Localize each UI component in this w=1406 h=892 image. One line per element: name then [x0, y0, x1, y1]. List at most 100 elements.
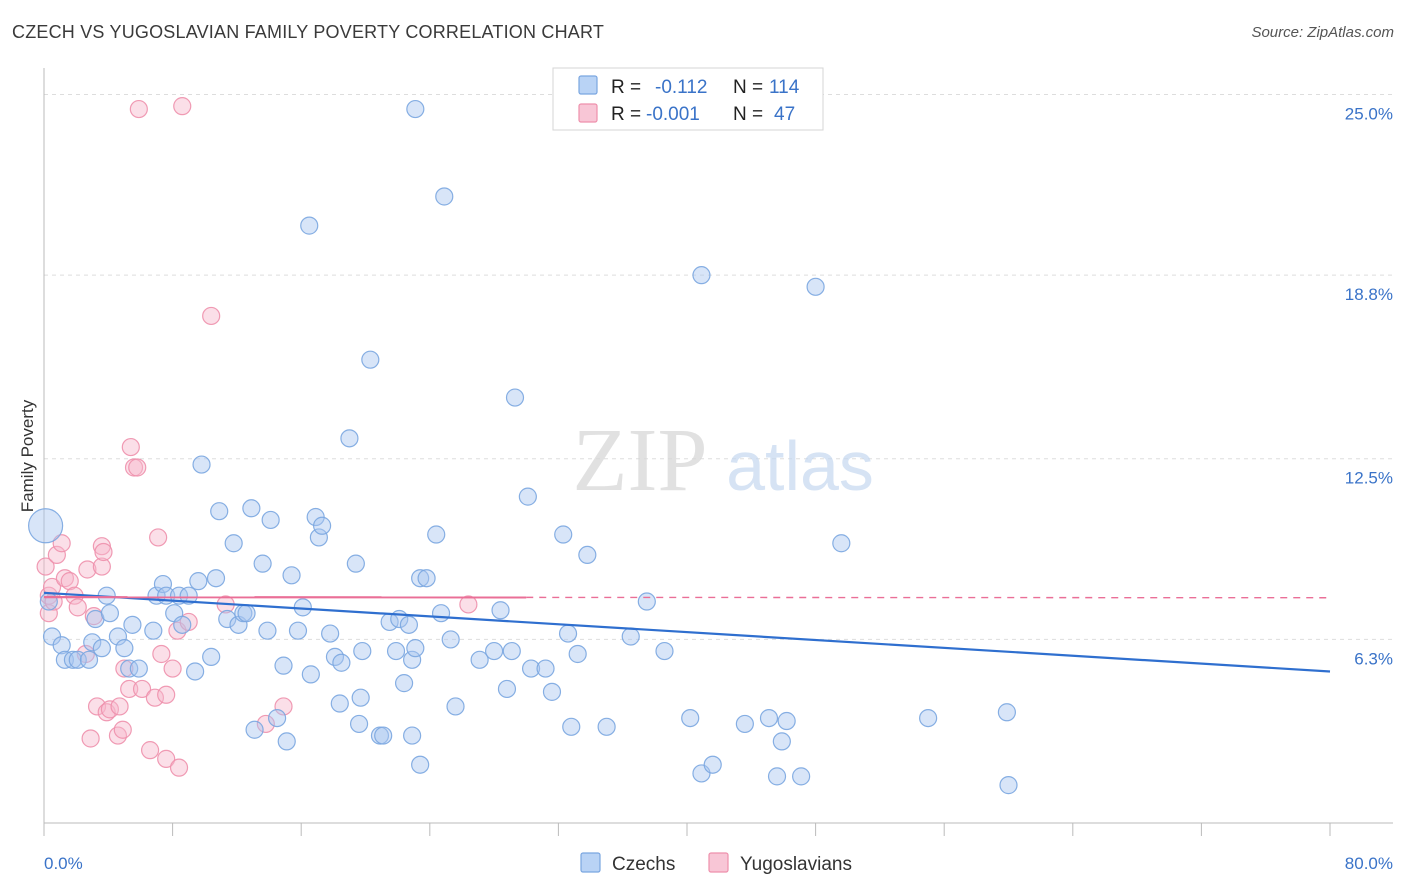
czech-point [772, 732, 791, 751]
czech-point [411, 569, 430, 588]
yugoslavian-point [173, 97, 192, 116]
czech-point [340, 429, 359, 448]
legend-label-czechs: Czechs [612, 854, 675, 875]
czech-point [63, 650, 83, 669]
czech-point [521, 659, 541, 678]
stats-r-label-yugoslavians: R = [611, 104, 641, 125]
stats-n-label-czechs: N = [733, 77, 763, 98]
czech-point [399, 615, 419, 634]
czech-point [353, 641, 372, 661]
yugoslavian-point [78, 560, 97, 579]
czech-point [997, 703, 1016, 722]
czech-point [261, 510, 280, 530]
y-tick-label: 12.5% [1345, 469, 1393, 488]
tick-labels: 6.3% 12.5% 18.8% 25.0% 0.0% 80.0% [44, 104, 1393, 873]
czech-point [309, 528, 328, 547]
czech-point [497, 679, 517, 699]
czech-point [242, 499, 261, 518]
stats-swatch-czechs [578, 75, 598, 95]
stats-legend-frame [552, 67, 824, 131]
czech-point [301, 665, 320, 684]
yugoslavian-point [115, 659, 134, 678]
czech-point [759, 708, 779, 728]
yugoslavian-point [157, 749, 176, 768]
czech-point [267, 708, 287, 728]
yugoslavian-point [163, 659, 182, 678]
czech-point [735, 714, 754, 734]
stats-r-value-czechs: -0.112 [655, 77, 707, 98]
czech-point [518, 487, 537, 506]
czech-point [578, 545, 597, 565]
y-tick-label: 6.3% [1354, 649, 1393, 668]
bottom-legend: Czechs Yugoslavians [580, 852, 852, 875]
x-tick-label-min: 0.0% [44, 854, 83, 873]
yugoslavian-point [152, 644, 171, 664]
grid-layer [44, 93, 1395, 640]
y-tick-label: 18.8% [1345, 285, 1393, 304]
czech-point [144, 621, 163, 640]
czech-point [502, 641, 521, 661]
czech-point [52, 636, 71, 655]
yugoslavian-point [68, 598, 87, 617]
x-tick-label-max: 80.0% [1345, 854, 1393, 873]
yugoslavian-point [120, 679, 139, 699]
czech-point [173, 615, 192, 634]
czech-point [245, 720, 264, 739]
czech-point [300, 216, 319, 235]
stats-legend: R = -0.112 N = 114 R = -0.001 N = 47 [552, 67, 824, 131]
yugoslavian-point [145, 688, 165, 707]
yugoslavian-point [52, 534, 71, 553]
czech-point [349, 714, 369, 734]
czech-point [406, 639, 425, 658]
czech-point [120, 659, 139, 678]
czech-point [79, 650, 99, 669]
czech-point [491, 601, 510, 620]
czech-point [999, 776, 1018, 795]
czech-point [542, 682, 562, 701]
czech-point [100, 604, 120, 623]
chart-source: Source: ZipAtlas.com [1251, 24, 1394, 41]
czech-point [637, 592, 656, 611]
czech-point [129, 659, 148, 678]
czech-point [210, 502, 229, 521]
yugoslavian-point [128, 458, 147, 477]
yugoslavian-point [121, 437, 140, 457]
czech-point [282, 566, 301, 585]
czech-point [681, 708, 700, 728]
yugoslavian-point [132, 679, 152, 699]
yugoslavian-point [459, 595, 478, 614]
yugoslavian-point [157, 685, 176, 704]
czech-point [258, 621, 277, 640]
yugoslavian-point [140, 741, 160, 760]
czech-point [806, 277, 825, 296]
czech-point [115, 639, 134, 658]
czech-point [767, 767, 787, 786]
legend-label-yugoslavians: Yugoslavians [740, 854, 852, 875]
yugoslavian-point [202, 306, 221, 326]
yugoslavian-point [113, 720, 132, 739]
yugoslavian-point [108, 726, 128, 745]
stats-r-value-yugoslavians: -0.001 [646, 104, 700, 125]
czech-point [441, 630, 460, 649]
yugoslavian-point [36, 557, 55, 576]
czech-point [330, 694, 349, 713]
czech-point [108, 627, 128, 646]
yugoslavian-point [129, 99, 148, 119]
czech-point [332, 653, 351, 672]
czech-point [189, 572, 208, 591]
watermark-zip: ZIP [573, 411, 708, 510]
czech-point [202, 647, 221, 666]
czech-point [832, 534, 851, 553]
czech-point [435, 187, 454, 206]
czech-point [179, 586, 198, 605]
yugoslavian-point [149, 528, 168, 547]
czech-point [274, 656, 293, 675]
czech-point [39, 592, 58, 611]
czech-point [431, 604, 451, 623]
trend-lines [43, 591, 1331, 673]
czechs-trend-line [43, 591, 1331, 673]
y-tick-label: 25.0% [1345, 104, 1393, 123]
czech-point [505, 388, 525, 407]
yugoslavian-point [42, 577, 62, 597]
czech-point [403, 650, 422, 669]
